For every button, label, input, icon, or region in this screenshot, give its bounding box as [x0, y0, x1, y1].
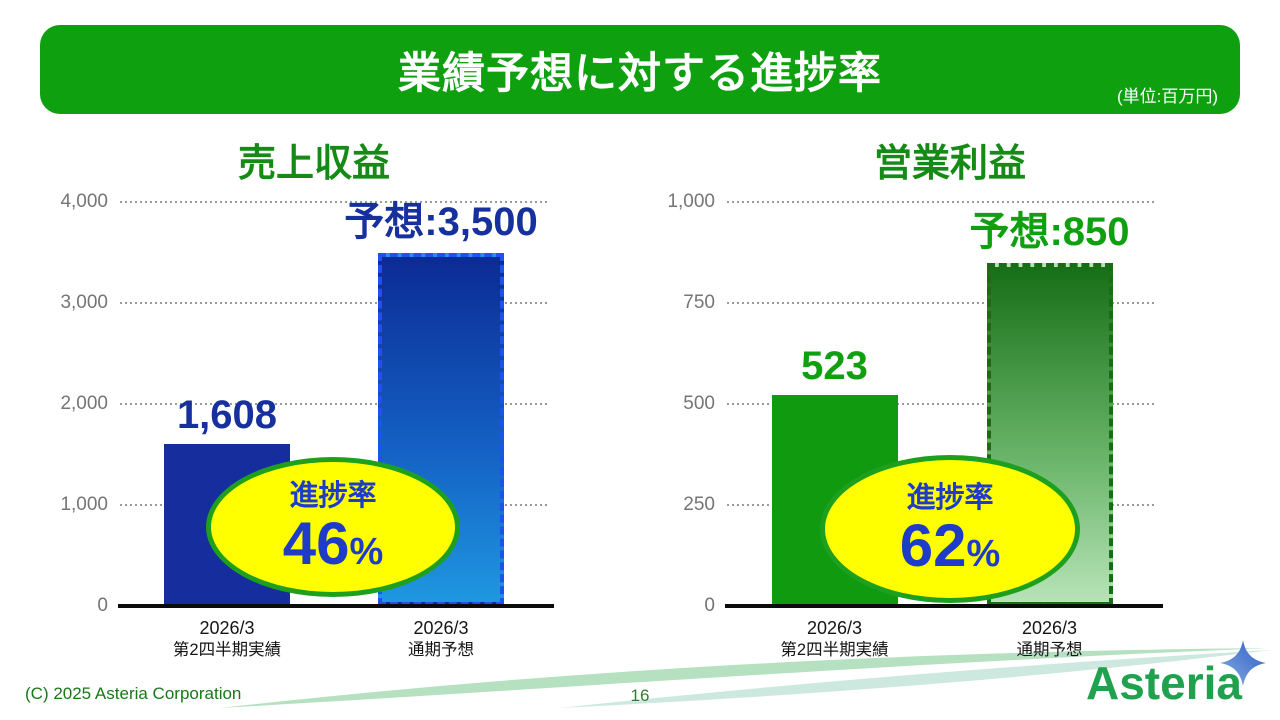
x-axis-line: [118, 604, 554, 608]
gridline: [727, 201, 1157, 203]
category-line-1: 2026/3: [413, 618, 469, 638]
title-banner: 業績予想に対する進捗率 (単位:百万円): [40, 25, 1240, 114]
y-axis-tick-label: 4,000: [60, 191, 108, 212]
asteria-logo-wordmark: Asteria: [1086, 657, 1242, 709]
category-line-2: 第2四半期実績: [780, 641, 889, 660]
unit-note: (単位:百万円): [1116, 87, 1218, 106]
category-line-1: 2026/3: [806, 618, 863, 638]
gridline: [120, 403, 548, 405]
y-axis-tick-label: 0: [97, 595, 108, 616]
x-axis-category-label: 2026/3 第2四半期実績: [720, 616, 950, 662]
percent-sign: %: [349, 530, 384, 573]
progress-label: 進捗率: [906, 482, 994, 515]
copyright-text: (C) 2025 Asteria Corporation: [25, 684, 242, 703]
progress-value: 46%: [282, 509, 384, 577]
progress-label: 進捗率: [289, 480, 377, 513]
x-axis-category-label: 2026/3 通期予想: [326, 616, 556, 662]
progress-percent-number: 62: [899, 511, 967, 579]
bar-value-label: 523: [801, 343, 868, 388]
progress-value: 62%: [899, 511, 1001, 579]
x-axis-category-label: 2026/3 通期予想: [935, 616, 1165, 662]
chart-title-revenue: 売上収益: [237, 143, 390, 185]
x-axis-line: [725, 604, 1163, 608]
category-line-2: 通期予想: [408, 641, 474, 660]
gridline: [727, 302, 1157, 304]
category-line-2: 第2四半期実績: [172, 641, 282, 660]
y-axis-tick-label: 500: [683, 393, 715, 414]
gridline: [727, 403, 1157, 405]
slide-title: 業績予想に対する進捗率: [398, 49, 882, 98]
revenue-chart: 売上収益 1,608 予想:3,500 進捗率 46% 0 1,000 2,000 3,…: [40, 140, 600, 680]
progress-percent-number: 46: [282, 509, 350, 577]
y-axis-tick-label: 0: [704, 595, 715, 616]
y-axis-tick-label: 1,000: [667, 191, 715, 212]
y-axis-tick-label: 2,000: [60, 393, 108, 414]
gridline: [120, 302, 548, 304]
bar-value-label: 予想:850: [969, 209, 1130, 254]
category-line-1: 2026/3: [1021, 618, 1078, 638]
percent-sign: %: [966, 532, 1001, 575]
operating-profit-chart: 営業利益 523 予想:850 進捗率 62% 0 250 500 750 1,000 20…: [645, 140, 1205, 680]
page-number: 16: [630, 686, 650, 705]
chart-title-operating-profit: 営業利益: [873, 143, 1026, 185]
sparkle-icon: [1220, 640, 1266, 686]
y-axis-tick-label: 1,000: [60, 494, 108, 515]
gridline: [120, 201, 548, 203]
category-line-1: 2026/3: [199, 618, 255, 638]
progress-badge-revenue: 進捗率 46%: [206, 457, 460, 597]
y-axis-tick-label: 750: [683, 292, 715, 313]
bar-value-label: 1,608: [176, 392, 278, 437]
progress-badge-operating-profit: 進捗率 62%: [820, 455, 1080, 603]
y-axis-tick-label: 250: [683, 494, 715, 515]
x-axis-category-label: 2026/3 第2四半期実績: [112, 616, 342, 662]
y-axis-tick-label: 3,000: [60, 292, 108, 313]
bar-value-label: 予想:3,500: [344, 199, 538, 244]
